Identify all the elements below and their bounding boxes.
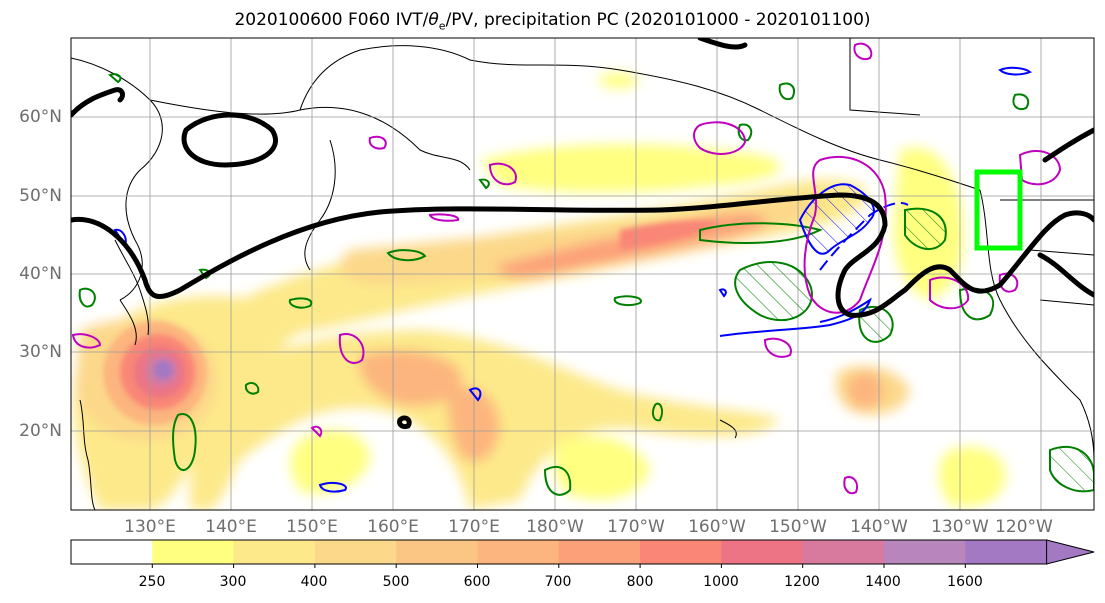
colorbar-tick-label: 800 [626, 574, 654, 590]
colorbar-segment [233, 540, 316, 564]
colorbar-extend-arrow [1046, 539, 1095, 565]
lon-label: 170°E [448, 517, 500, 537]
lon-label: 160°W [688, 517, 746, 537]
colorbar-tick-label: 1000 [703, 574, 739, 590]
colorbar-tick-label: 1600 [947, 574, 983, 590]
lon-label: 130°W [931, 517, 989, 537]
lon-label: 150°E [286, 517, 338, 537]
colorbar-tick-label: 1200 [784, 574, 820, 590]
lat-label: 50°N [19, 186, 62, 206]
colorbar-segment [71, 540, 153, 564]
lat-label: 40°N [19, 264, 62, 284]
colorbar-tick-label: 300 [219, 574, 247, 590]
colorbar-segment [396, 540, 478, 564]
lat-label: 60°N [19, 107, 62, 127]
target-region-box [974, 169, 1023, 251]
colorbar-tick-label: 400 [300, 574, 328, 590]
title-prefix: 2020100600 F060 IVT/ [234, 10, 429, 30]
coastlines [71, 38, 1094, 510]
colorbar-tick-label: 1400 [865, 574, 901, 590]
ivt-shading [73, 72, 1006, 510]
pv2-contours [71, 42, 1062, 495]
colorbar-segment [640, 540, 722, 564]
title-suffix: /PV, precipitation PC (2020101000 - 2020… [445, 10, 871, 30]
lon-label: 130°E [124, 517, 176, 537]
map-title: 2020100600 F060 IVT/θe/PV, precipitation… [0, 10, 1105, 32]
typhoon-core [103, 220, 720, 425]
lat-label: 20°N [19, 421, 62, 441]
pv-contours [113, 66, 1032, 493]
colorbar-segment [314, 540, 397, 564]
map-panel [71, 38, 1094, 510]
lon-label: 150°W [769, 517, 827, 537]
lon-label: 180°W [526, 517, 584, 537]
lon-label: 170°W [607, 517, 665, 537]
colorbar-segment [558, 540, 641, 564]
tropopause-contours [71, 38, 1094, 429]
colorbar-segment [721, 540, 804, 564]
colorbar-segment [477, 540, 560, 564]
lon-label: 140°E [205, 517, 257, 537]
map-frame [70, 37, 1095, 511]
colorbar [70, 539, 1095, 568]
colorbar-segment [965, 540, 1048, 564]
colorbar-tick-label: 600 [463, 574, 491, 590]
colorbar-tick-label: 250 [138, 574, 166, 590]
lon-label: 140°W [850, 517, 908, 537]
colorbar-tick-label: 700 [544, 574, 572, 590]
colorbar-tick-label: 500 [382, 574, 410, 590]
colorbar-segment [802, 540, 885, 564]
lon-label: 160°E [367, 517, 419, 537]
title-theta: θ [428, 10, 439, 30]
colorbar-segment [152, 540, 235, 564]
lat-label: 30°N [19, 342, 62, 362]
title-theta-sub: e [438, 19, 446, 33]
colorbar-segment [884, 540, 966, 564]
lon-label: 120°W [995, 517, 1053, 537]
